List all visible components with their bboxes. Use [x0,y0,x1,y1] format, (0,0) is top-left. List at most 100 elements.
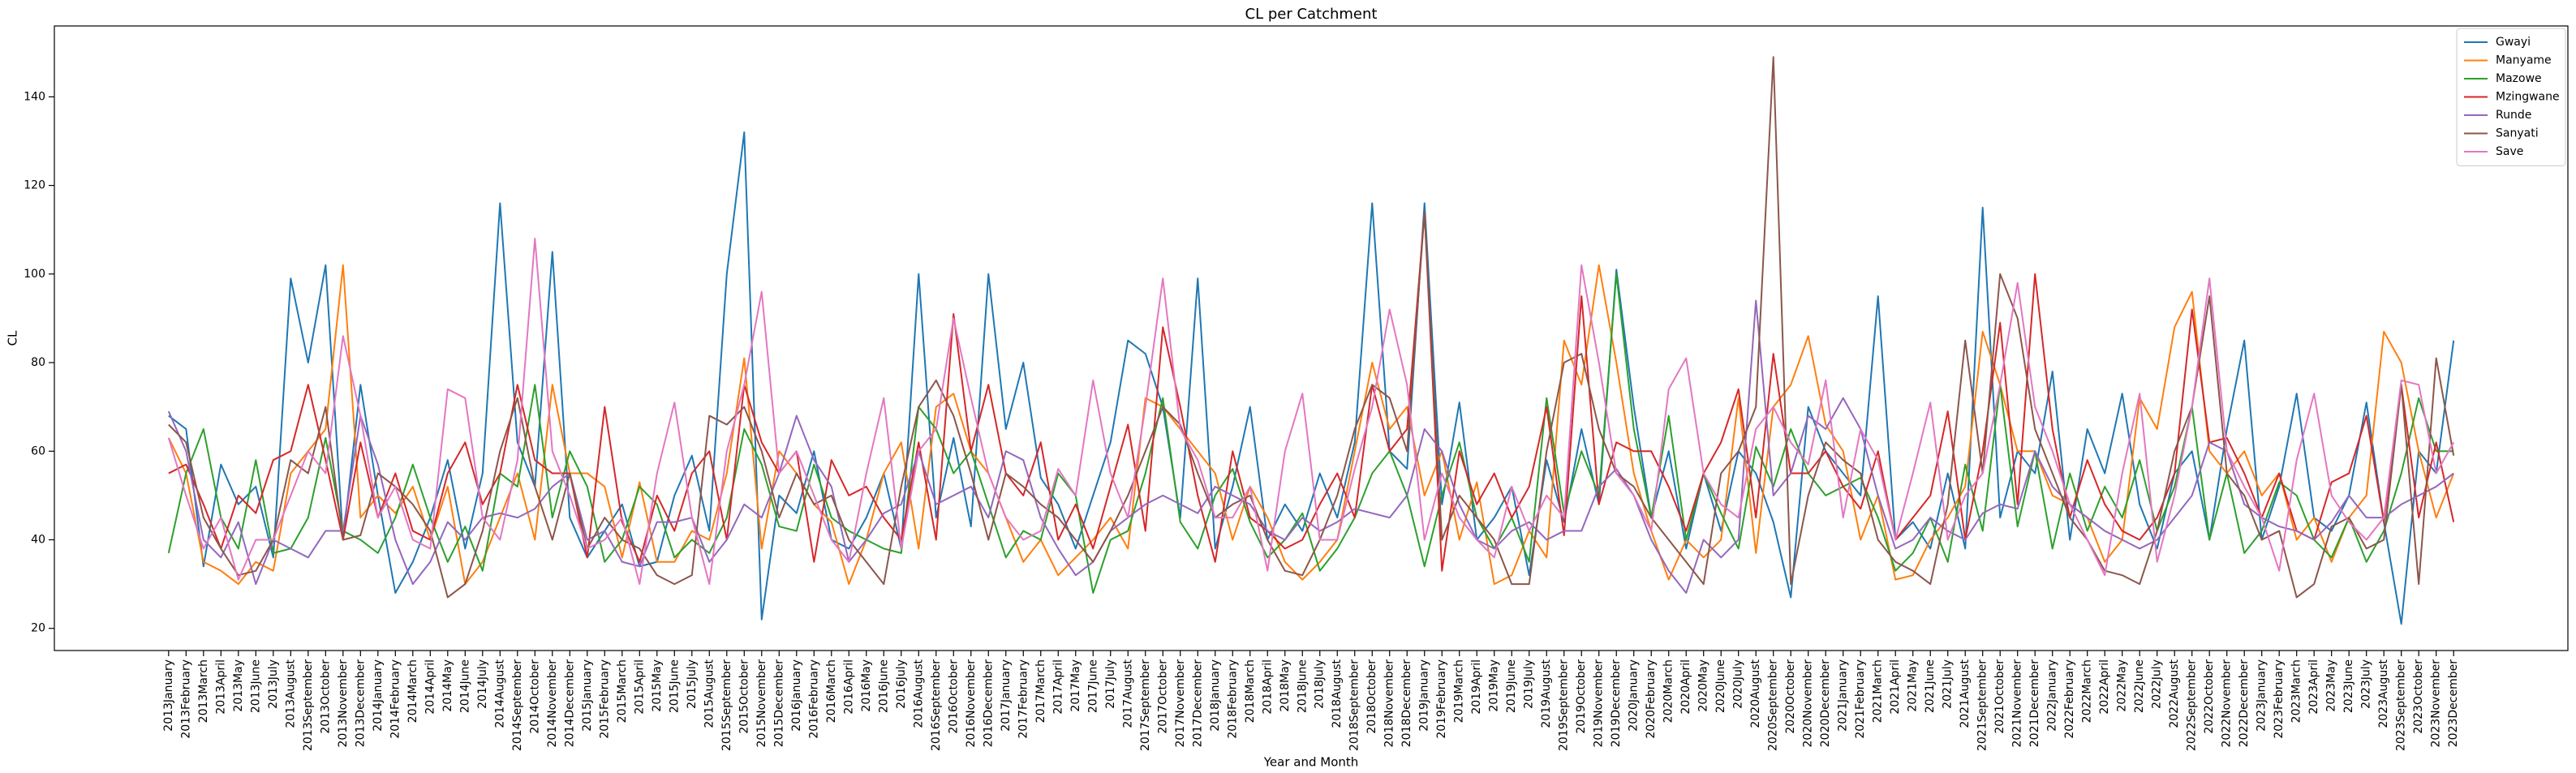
x-tick-label: 2014November [546,659,559,748]
x-tick-label: 2015April [633,659,646,715]
x-tick-label: 2021April [1889,659,1902,715]
x-tick-label: 2018December [1400,659,1413,747]
x-tick-label: 2021October [1993,659,2006,734]
x-tick-label: 2016July [895,659,908,709]
y-tick-label: 60 [31,444,45,457]
x-tick-label: 2013November [337,659,350,748]
x-tick-label: 2017January [1000,659,1013,732]
x-tick-label: 2016December [982,659,995,747]
x-tick-label: 2020February [1645,659,1658,739]
x-tick-label: 2014March [406,659,419,723]
x-tick-label: 2021June [1924,659,1937,713]
x-tick-label: 2021November [2011,659,2024,748]
x-tick-label: 2023January [2256,659,2269,732]
x-tick-label: 2015August [703,659,716,728]
x-tick-label: 2020July [1732,659,1745,709]
x-tick-label: 2019December [1610,659,1623,747]
x-tick-label: 2013January [162,659,175,732]
x-tick-label: 2020September [1767,659,1780,751]
x-tick-label: 2017October [1156,659,1169,734]
y-tick-label: 40 [31,533,45,546]
x-tick-label: 2013February [179,659,192,739]
x-tick-label: 2015December [772,659,785,747]
legend-label: Runde [2496,109,2531,122]
y-tick-label: 80 [31,356,45,369]
x-tick-label: 2021July [1942,659,1955,709]
x-tick-label: 2018March [1244,659,1257,723]
x-tick-label: 2022May [2116,659,2129,712]
x-tick-label: 2023July [2360,659,2373,709]
x-tick-label: 2019June [1505,659,1518,713]
x-tick-label: 2014July [476,659,489,709]
x-tick-label: 2018June [1296,659,1309,713]
x-axis-label: Year and Month [1263,755,1359,770]
x-tick-label: 2013March [197,659,210,723]
x-tick-label: 2021December [2028,659,2041,747]
x-tick-label: 2015January [581,659,594,732]
x-tick-label: 2014December [563,659,576,747]
series-line [167,299,2454,595]
x-tick-label: 2015September [720,659,733,751]
x-tick-label: 2021August [1959,659,1972,728]
x-tick-label: 2018August [1331,659,1344,728]
x-tick-label: 2022December [2238,659,2251,747]
x-tick-label: 2014January [372,659,385,732]
legend-box [2456,28,2566,166]
x-tick-label: 2020April [1679,659,1692,715]
x-tick-label: 2015November [755,659,768,748]
x-tick-label: 2019October [1575,659,1588,734]
legend-label: Mzingwane [2496,91,2560,104]
x-tick-label: 2021March [1872,659,1885,723]
x-tick-label: 2014February [389,659,402,739]
x-tick-label: 2020December [1819,659,1832,747]
x-tick-label: 2021May [1907,659,1920,712]
x-tick-label: 2022August [2168,659,2181,728]
x-tick-label: 2019January [1418,659,1431,732]
series-line [168,56,2455,599]
x-tick-label: 2020October [1784,659,1797,734]
x-tick-label: 2023February [2273,659,2286,739]
x-tick-label: 2014August [493,659,506,728]
x-tick-label: 2015February [598,659,611,739]
x-tick-label: 2015March [616,659,629,723]
x-tick-label: 2022March [2081,659,2094,723]
x-tick-label: 2018April [1261,659,1274,715]
x-tick-label: 2016August [912,659,925,728]
x-tick-label: 2018November [1383,659,1396,748]
x-tick-label: 2018October [1365,659,1378,734]
x-tick-label: 2014September [511,659,524,751]
x-tick-label: 2022April [2098,659,2111,715]
x-tick-label: 2017December [1191,659,1204,747]
series-line [167,273,2454,595]
x-tick-label: 2015May [651,659,664,712]
x-tick-label: 2016January [790,659,803,732]
x-tick-label: 2022September [2186,659,2199,751]
legend-label: Sanyati [2496,127,2539,140]
x-tick-label: 2022January [2046,659,2059,732]
x-tick-label: 2023August [2377,659,2390,728]
x-tick-label: 2015October [738,659,750,734]
x-tick-label: 2018July [1314,659,1327,709]
x-tick-label: 2017February [1017,659,1030,739]
x-tick-label: 2022October [2203,659,2216,734]
legend-label: Mazowe [2496,72,2542,85]
x-tick-label: 2019May [1488,659,1501,712]
y-axis-label: CL [6,330,20,346]
x-tick-label: 2017November [1174,659,1187,748]
y-tick-label: 140 [24,90,45,103]
x-tick-label: 2013December [354,659,367,747]
x-tick-label: 2019April [1470,659,1483,715]
x-tick-label: 2013September [302,659,315,751]
series-line [168,211,2455,572]
x-tick-label: 2020March [1662,659,1675,723]
x-tick-label: 2020January [1628,659,1641,732]
x-tick-label: 2018February [1226,659,1239,739]
x-tick-label: 2023May [2325,659,2338,712]
y-tick-label: 20 [31,622,45,635]
x-tick-label: 2016March [825,659,838,723]
x-tick-label: 2018May [1279,659,1292,712]
x-tick-label: 2022June [2133,659,2146,713]
x-tick-label: 2017March [1034,659,1047,723]
x-tick-label: 2023April [2307,659,2320,715]
